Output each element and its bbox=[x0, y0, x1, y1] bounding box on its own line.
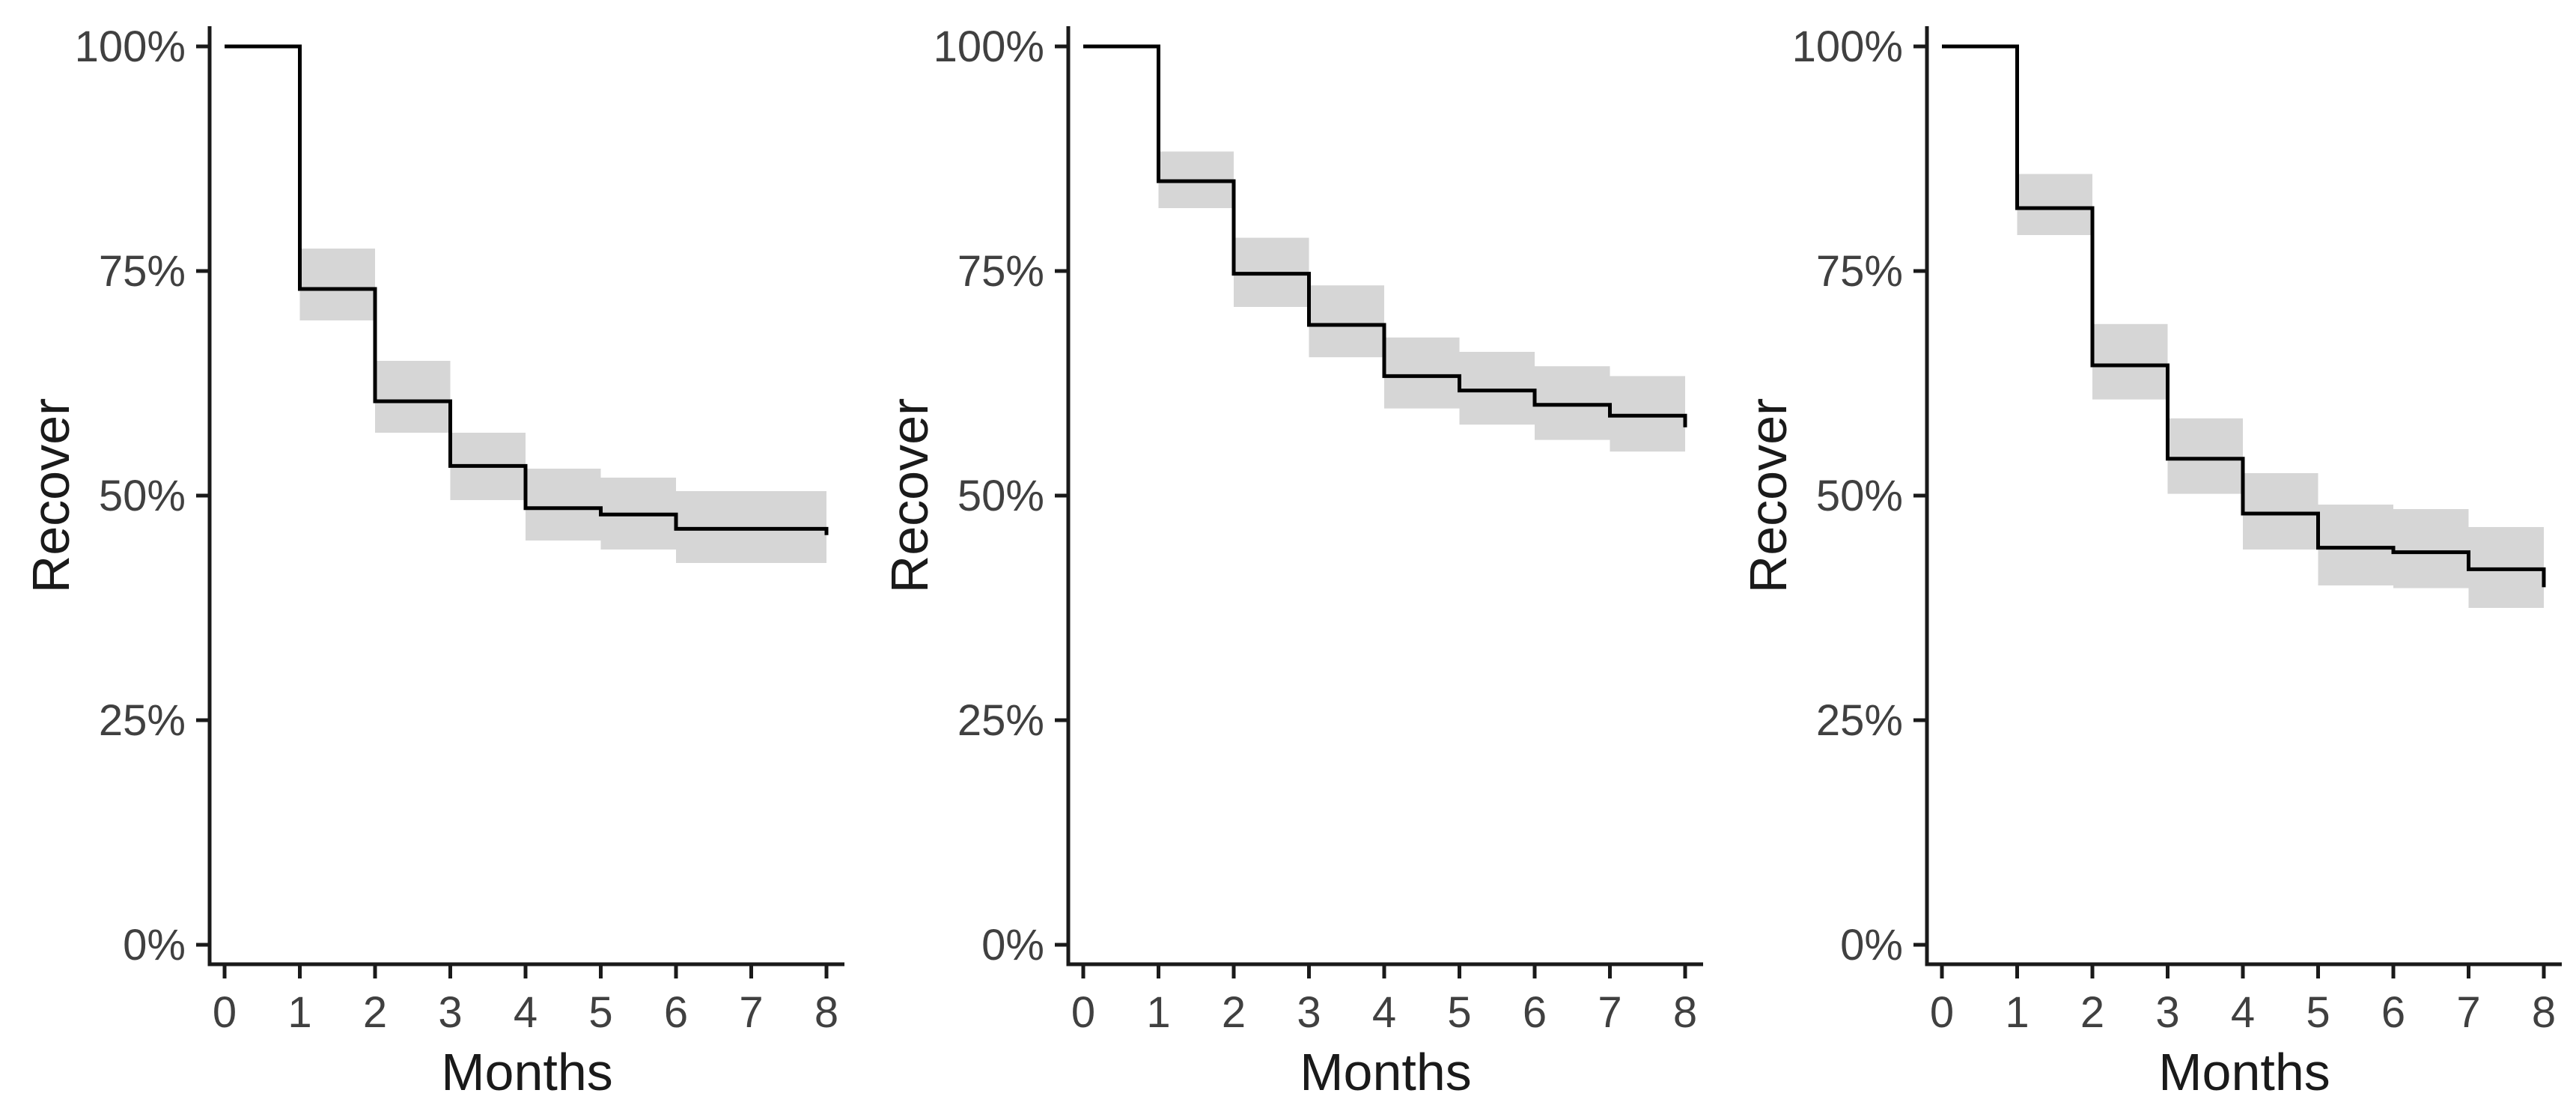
x-axis-title: Months bbox=[441, 1043, 613, 1101]
x-tick-label: 5 bbox=[2306, 988, 2330, 1037]
x-tick-label: 5 bbox=[588, 988, 612, 1037]
y-tick-label: 25% bbox=[957, 696, 1044, 745]
confidence-band bbox=[2243, 473, 2318, 550]
x-tick-label: 6 bbox=[664, 988, 688, 1037]
y-tick-label: 75% bbox=[99, 247, 186, 296]
y-tick-label: 50% bbox=[1816, 472, 1903, 520]
confidence-band bbox=[2318, 505, 2393, 585]
y-axis-title: Recover bbox=[880, 398, 939, 594]
y-tick-label: 25% bbox=[99, 696, 186, 745]
x-tick-label: 3 bbox=[438, 988, 462, 1037]
x-tick-label: 7 bbox=[2456, 988, 2480, 1037]
confidence-band bbox=[526, 469, 601, 541]
x-tick-label: 6 bbox=[1523, 988, 1547, 1037]
y-tick-label: 100% bbox=[75, 22, 186, 71]
confidence-band bbox=[2393, 509, 2469, 588]
y-tick-label: 75% bbox=[957, 247, 1044, 296]
x-tick-label: 3 bbox=[1297, 988, 1321, 1037]
x-tick-label: 2 bbox=[2080, 988, 2104, 1037]
y-tick-label: 100% bbox=[934, 22, 1044, 71]
x-axis-title: Months bbox=[2158, 1043, 2330, 1101]
x-tick-label: 2 bbox=[1222, 988, 1246, 1037]
survival-step-curve bbox=[1083, 44, 1687, 427]
x-tick-label: 4 bbox=[2231, 988, 2255, 1037]
y-tick-label: 0% bbox=[1840, 921, 1903, 969]
confidence-band bbox=[1309, 285, 1384, 358]
x-tick-label: 4 bbox=[1372, 988, 1396, 1037]
survival-step-curve bbox=[225, 44, 829, 535]
x-tick-label: 4 bbox=[514, 988, 538, 1037]
y-axis-title: Recover bbox=[22, 398, 80, 594]
x-tick-label: 8 bbox=[814, 988, 838, 1037]
panel-plot-right: 0% 25% 50% 75% 100% 0 1 2 3 4 5 6 7 8 Months Recover bbox=[1739, 22, 2562, 1101]
y-tick-label: 0% bbox=[981, 921, 1044, 969]
x-tick-label: 1 bbox=[1146, 988, 1170, 1037]
y-tick-label: 50% bbox=[957, 472, 1044, 520]
confidence-band bbox=[299, 249, 375, 320]
x-tick-label: 1 bbox=[287, 988, 311, 1037]
survival-panel-middle: 0% 25% 50% 75% 100% 0 1 2 3 4 5 6 7 8 Months Recover bbox=[859, 0, 1717, 1102]
x-tick-label: 0 bbox=[213, 988, 237, 1037]
confidence-band bbox=[2092, 323, 2168, 400]
x-axis-title: Months bbox=[1300, 1043, 1472, 1101]
x-tick-label: 7 bbox=[739, 988, 763, 1037]
x-tick-label: 2 bbox=[363, 988, 387, 1037]
confidence-band bbox=[375, 361, 451, 433]
y-tick-label: 75% bbox=[1816, 247, 1903, 296]
x-tick-label: 8 bbox=[1673, 988, 1697, 1037]
panel-plot-middle: 0% 25% 50% 75% 100% 0 1 2 3 4 5 6 7 8 Months Recover bbox=[880, 22, 1703, 1101]
y-tick-label: 0% bbox=[123, 921, 186, 969]
y-axis-title: Recover bbox=[1739, 398, 1797, 594]
x-tick-label: 8 bbox=[2532, 988, 2556, 1037]
survival-panel-left: 0% 25% 50% 75% 100% 0 1 2 3 4 5 6 7 8 Months Recover bbox=[0, 0, 859, 1102]
x-tick-label: 6 bbox=[2381, 988, 2405, 1037]
confidence-band bbox=[2017, 174, 2092, 235]
x-tick-label: 0 bbox=[1071, 988, 1095, 1037]
confidence-band bbox=[1459, 352, 1535, 425]
y-tick-label: 50% bbox=[99, 472, 186, 520]
confidence-band bbox=[1384, 337, 1460, 409]
x-tick-label: 5 bbox=[1447, 988, 1471, 1037]
confidence-band bbox=[2167, 418, 2243, 494]
panel-plot-left: 0% 25% 50% 75% 100% 0 1 2 3 4 5 6 7 8 Months Recover bbox=[22, 22, 844, 1101]
x-tick-label: 3 bbox=[2155, 988, 2179, 1037]
y-tick-label: 100% bbox=[1792, 22, 1903, 71]
x-tick-label: 1 bbox=[2005, 988, 2029, 1037]
survival-step-curve bbox=[1942, 44, 2546, 588]
y-tick-label: 25% bbox=[1816, 696, 1903, 745]
x-tick-label: 7 bbox=[1598, 988, 1622, 1037]
survival-panel-right: 0% 25% 50% 75% 100% 0 1 2 3 4 5 6 7 8 Months Recover bbox=[1717, 0, 2576, 1102]
x-tick-label: 0 bbox=[1930, 988, 1954, 1037]
